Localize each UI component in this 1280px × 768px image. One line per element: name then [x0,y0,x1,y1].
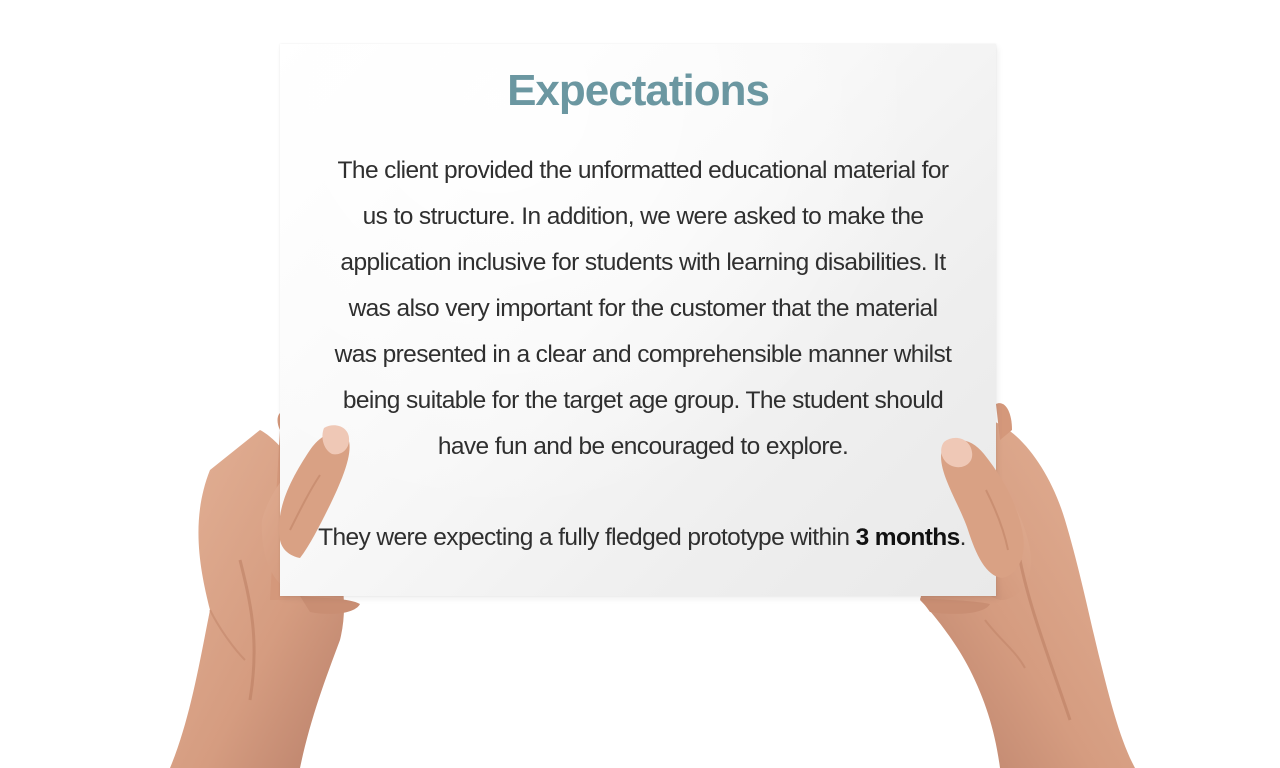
right-thumb-overlay [941,437,1024,578]
sign-title: Expectations [507,66,770,115]
sign-closing-text: They were expecting a fully fledged prot… [300,518,984,558]
left-thumb-overlay [279,425,350,558]
sign-body-text: The client provided the unformatted educ… [334,157,952,460]
closing-suffix: . [959,524,967,551]
paper-sign: Expectations The client provided the unf… [280,44,996,596]
closing-emphasis: 3 months [855,524,961,551]
closing-prefix: They were expecting a fully fledged prot… [318,524,856,551]
